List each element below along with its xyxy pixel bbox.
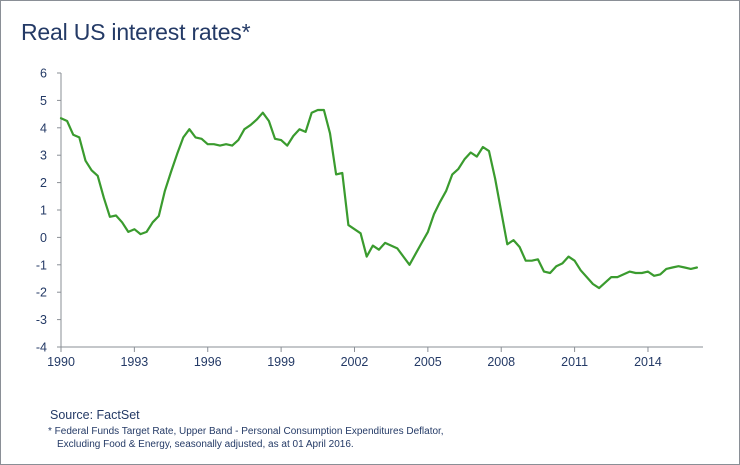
x-tick-label: 2002 bbox=[341, 355, 369, 369]
chart-title: Real US interest rates* bbox=[21, 19, 251, 45]
series-line bbox=[59, 108, 699, 290]
x-axis-labels: 1990 1993 1996 1999 2002 2005 2008 2011 2014 bbox=[47, 355, 662, 369]
axes bbox=[57, 72, 703, 352]
y-tick-label: 0 bbox=[40, 231, 47, 245]
footnote: * Federal Funds Target Rate, Upper Band … bbox=[48, 425, 688, 451]
footnote-line-2: Excluding Food & Energy, seasonally adju… bbox=[57, 439, 354, 450]
source-note: Source: FactSet bbox=[50, 408, 140, 422]
y-tick-label: 2 bbox=[40, 176, 47, 190]
y-axis-labels: 6 5 4 3 2 1 0 -1 -2 -3 -4 bbox=[36, 67, 47, 355]
y-tick-label: 3 bbox=[40, 149, 47, 163]
x-tick-label: 1990 bbox=[47, 355, 75, 369]
y-tick-label: 4 bbox=[40, 121, 47, 135]
y-tick-label: 5 bbox=[40, 94, 47, 108]
x-tick-label: 2011 bbox=[561, 355, 588, 369]
y-tick-label: -1 bbox=[36, 258, 47, 272]
y-tick-label: 6 bbox=[40, 67, 47, 81]
y-tick-label: 1 bbox=[40, 204, 47, 218]
x-tick-label: 2005 bbox=[414, 355, 442, 369]
y-tick-label: -3 bbox=[36, 313, 47, 327]
x-tick-label: 1999 bbox=[267, 355, 295, 369]
x-tick-label: 2008 bbox=[487, 355, 515, 369]
footnote-line-1: * Federal Funds Target Rate, Upper Band … bbox=[48, 426, 444, 437]
x-tick-label: 1993 bbox=[120, 355, 148, 369]
y-tick-label: -2 bbox=[36, 286, 47, 300]
y-tick-label: -4 bbox=[36, 341, 47, 355]
x-tick-label: 1996 bbox=[194, 355, 222, 369]
x-tick-label: 2014 bbox=[634, 355, 662, 369]
